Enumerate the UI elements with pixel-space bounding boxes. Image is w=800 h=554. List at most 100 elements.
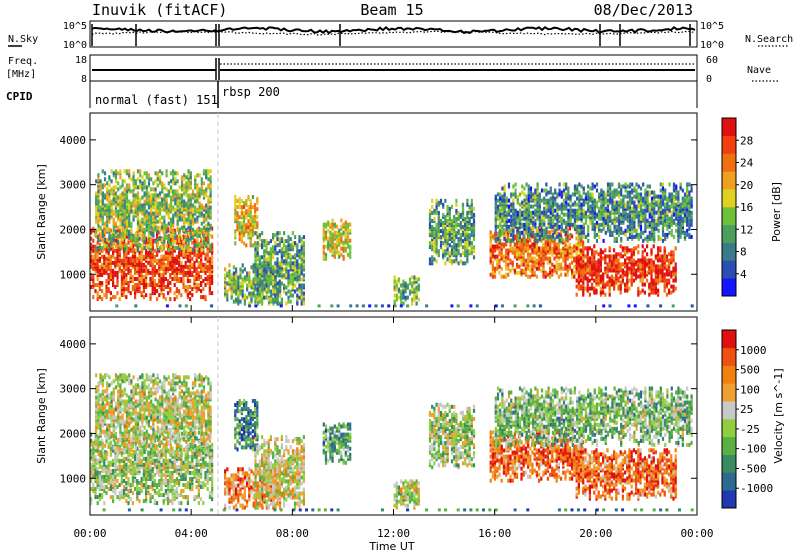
power-cell — [166, 224, 168, 228]
power-cell — [155, 208, 157, 212]
power-cell — [466, 245, 468, 249]
power-cell — [670, 256, 672, 260]
power-cell — [530, 191, 532, 195]
power-cell — [570, 223, 572, 227]
power-cell — [433, 209, 435, 213]
power-cell — [113, 171, 115, 175]
power-cell — [469, 227, 471, 231]
power-cell — [207, 200, 209, 204]
power-cell — [644, 275, 646, 279]
power-cell — [523, 207, 525, 211]
power-cell — [268, 257, 270, 261]
power-cell — [177, 202, 179, 206]
power-cell — [158, 279, 160, 283]
power-cell — [591, 256, 593, 260]
power-cell — [161, 238, 163, 242]
power-cell — [143, 289, 145, 293]
power-cell — [543, 235, 545, 239]
power-cell — [200, 295, 202, 299]
power-cell — [170, 200, 172, 204]
power-cell — [203, 226, 205, 230]
power-cell — [189, 297, 191, 301]
power-cell — [545, 271, 547, 275]
power-cell — [207, 183, 209, 187]
power-cell — [394, 286, 396, 290]
power-cell — [145, 273, 147, 277]
power-cell — [204, 257, 206, 261]
power-cell — [156, 289, 158, 293]
power-cell — [187, 279, 189, 283]
power-cell — [570, 195, 572, 199]
power-cell — [303, 241, 305, 245]
power-cell — [283, 243, 285, 247]
power-cell — [235, 286, 237, 290]
power-cell — [111, 191, 113, 195]
power-cell — [633, 250, 635, 254]
power-cell — [622, 254, 624, 258]
power-cell — [449, 217, 451, 221]
power-cell — [124, 234, 126, 238]
power-cell — [128, 204, 130, 208]
power-cell — [178, 255, 180, 259]
power-cell — [261, 271, 263, 275]
power-cell — [248, 292, 250, 296]
power-cell — [431, 247, 433, 251]
power-cell — [185, 238, 187, 242]
power-cell — [234, 241, 236, 245]
power-cell — [440, 235, 442, 239]
power-cell — [628, 248, 630, 252]
power-cell — [185, 218, 187, 222]
power-cell — [578, 235, 580, 239]
power-cell — [139, 183, 141, 187]
power-cell — [587, 233, 589, 237]
power-cell — [429, 261, 431, 265]
power-cell — [492, 267, 494, 271]
noise-right-tick-top: 10^5 — [700, 21, 724, 32]
power-cell — [274, 233, 276, 237]
power-cell — [161, 187, 163, 191]
power-cell — [539, 205, 541, 209]
power-cell — [139, 204, 141, 208]
power-cell — [556, 213, 558, 217]
power-cell — [272, 290, 274, 294]
power-cell — [571, 251, 573, 255]
power-cell — [587, 277, 589, 281]
power-cell — [560, 263, 562, 267]
noise-left-tick-top: 10^5 — [63, 21, 87, 32]
power-cell — [507, 263, 509, 267]
power-cell — [106, 220, 108, 224]
power-cell — [99, 257, 101, 261]
power-cell — [574, 209, 576, 213]
power-cell — [97, 238, 99, 242]
power-cell — [541, 199, 543, 203]
power-cell — [254, 243, 256, 247]
power-cell — [179, 216, 181, 220]
power-cell — [188, 173, 190, 177]
power-cell — [589, 187, 591, 191]
power-cell — [189, 265, 191, 269]
power-cell — [530, 229, 532, 233]
power-cell — [576, 209, 578, 213]
power-cell — [154, 249, 156, 253]
power-cell — [126, 246, 128, 250]
power-cell — [152, 291, 154, 295]
power-cell — [413, 288, 415, 292]
power-cell — [442, 253, 444, 257]
power-cell — [539, 201, 541, 205]
power-cell — [515, 193, 517, 197]
power-heatmap-cells — [90, 169, 694, 307]
power-cell — [587, 185, 589, 189]
power-cell — [462, 225, 464, 229]
power-cell — [145, 279, 147, 283]
power-cell — [110, 291, 112, 295]
power-cell — [290, 261, 292, 265]
power-cell — [552, 193, 554, 197]
power-cell — [525, 271, 527, 275]
power-cell — [440, 223, 442, 227]
power-cell — [518, 247, 520, 251]
power-cell — [595, 260, 597, 264]
power-cell — [209, 267, 211, 271]
power-cell — [168, 216, 170, 220]
power-cell — [272, 282, 274, 286]
power-cell — [116, 249, 118, 253]
